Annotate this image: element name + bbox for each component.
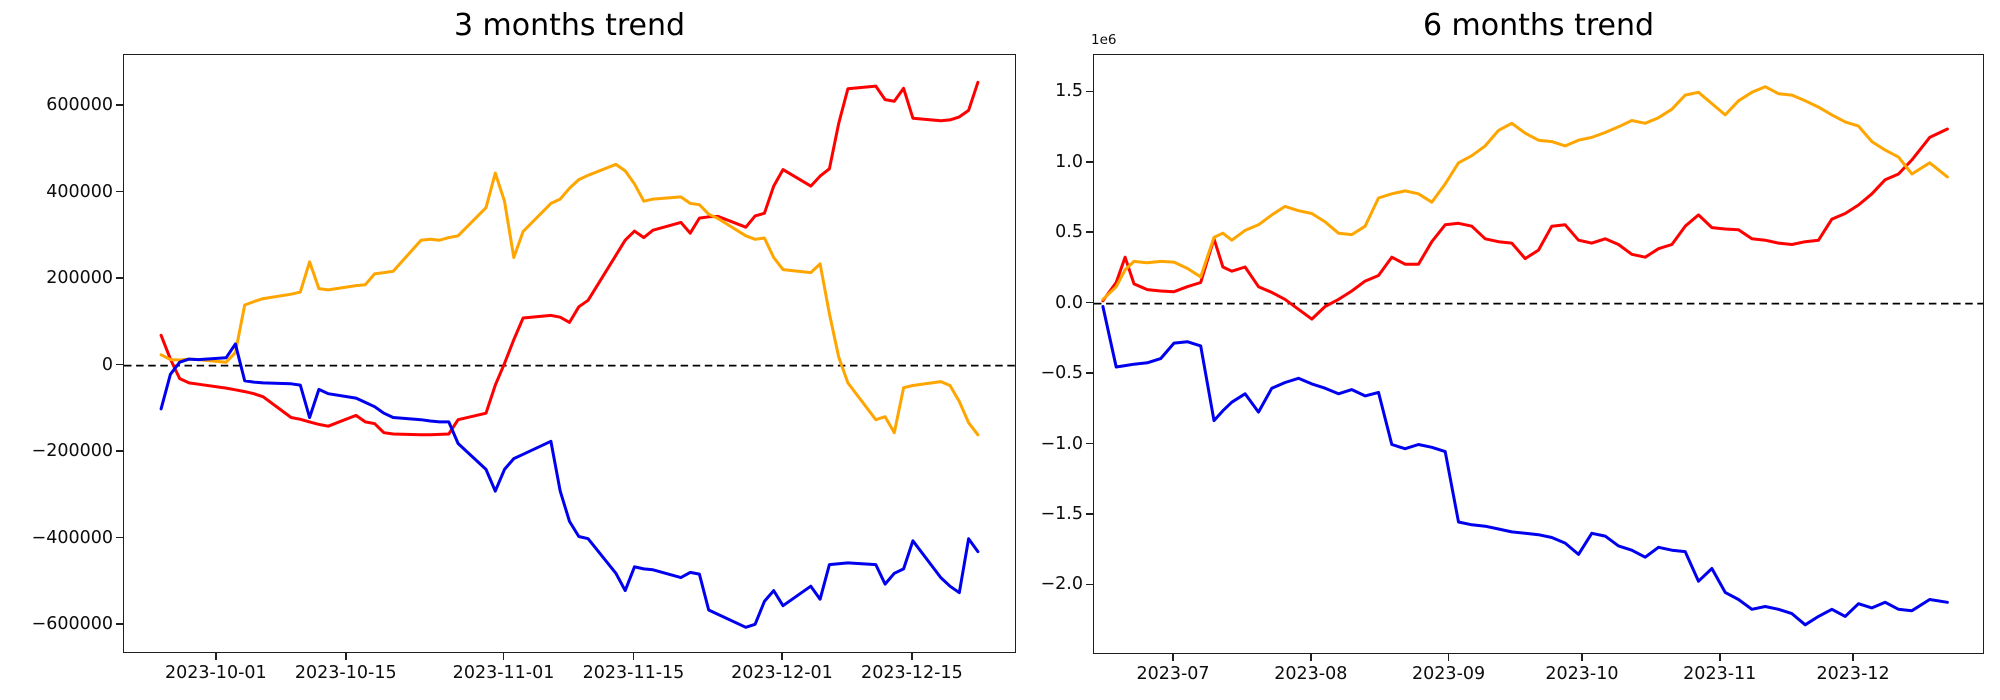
- y-tick-label: −200000: [31, 441, 113, 462]
- y-tick-mark: [116, 536, 123, 539]
- x-tick-mark: [502, 653, 505, 660]
- chart-3-months-trend: 3 months trend −600000 −400000 −200000 0 200…: [32, 8, 1016, 683]
- y-tick-label: 0.0: [1055, 292, 1083, 313]
- y-tick-label: 1.0: [1055, 151, 1083, 172]
- x-tick-label: 2023-11: [1683, 664, 1757, 684]
- y-tick-mark: [116, 363, 123, 366]
- y-tick-label: 0.5: [1055, 222, 1083, 243]
- y-tick-label: −0.5: [1040, 363, 1084, 384]
- x-tick-mark: [1172, 654, 1174, 661]
- x-tick-label: 2023-09: [1412, 664, 1486, 684]
- y-tick-mark: [1086, 301, 1093, 304]
- y-tick-label: 1.5: [1055, 81, 1083, 102]
- x-tick-label: 2023-10: [1545, 664, 1619, 684]
- x-tick-label: 2023-12-15: [861, 663, 963, 683]
- x-tick-mark: [911, 653, 913, 660]
- x-tick-mark: [632, 653, 635, 660]
- x-tick-label: 2023-10-01: [164, 663, 267, 683]
- x-tick-mark: [781, 653, 783, 660]
- plot-svg: [124, 80, 1015, 629]
- y-tick-label: −1.0: [1040, 433, 1084, 454]
- y-tick-mark: [116, 450, 123, 452]
- y-tick-mark: [1086, 583, 1093, 586]
- x-tick-mark: [1310, 654, 1312, 661]
- y-tick-label: −400000: [31, 527, 113, 548]
- x-tick-label: 2023-08: [1274, 664, 1348, 684]
- x-tick-label: 2023-07: [1136, 664, 1210, 684]
- x-tick-mark: [1447, 654, 1450, 661]
- x-tick-label: 2023-11-01: [452, 663, 555, 683]
- y-tick-label: −1.5: [1040, 503, 1084, 524]
- series-blue-line: [1101, 305, 1949, 627]
- y-tick-label: −600000: [31, 614, 113, 635]
- y-tick-mark: [1086, 160, 1093, 163]
- x-tick-label: 2023-12: [1816, 664, 1890, 684]
- y-tick-mark: [116, 190, 123, 193]
- x-tick-mark: [344, 653, 347, 660]
- chart-title: 3 months trend: [453, 8, 686, 43]
- y-tick-mark: [116, 277, 123, 279]
- y-tick-mark: [1086, 442, 1093, 445]
- series-red-line: [1101, 127, 1949, 321]
- plot-svg: [1094, 85, 1983, 627]
- y-tick-mark: [1086, 513, 1093, 515]
- y-tick-mark: [1086, 372, 1093, 374]
- series-red-line: [159, 80, 980, 437]
- y-tick-mark: [1086, 90, 1093, 93]
- y-tick-mark: [116, 623, 123, 625]
- series-orange-line: [1101, 85, 1949, 301]
- y-tick-label: 200000: [46, 268, 113, 289]
- y-tick-mark: [1086, 231, 1093, 233]
- y-tick-mark: [116, 104, 123, 106]
- x-tick-mark: [1852, 654, 1854, 661]
- x-tick-mark: [215, 653, 217, 660]
- x-tick-label: 2023-11-15: [582, 663, 685, 683]
- x-tick-label: 2023-10-15: [294, 663, 397, 683]
- x-tick-mark: [1581, 654, 1583, 661]
- chart-6-months-trend: 6 months trend 1e6 −2.0 −1.5 −1.0 −0.5 0.0 0.…: [1041, 8, 1984, 684]
- x-tick-label: 2023-12-01: [731, 663, 833, 683]
- series-blue-line: [159, 342, 980, 629]
- chart-title: 6 months trend: [1422, 8, 1655, 43]
- x-tick-mark: [1718, 654, 1721, 661]
- plot-area: [1093, 54, 1984, 654]
- y-tick-label: 400000: [46, 181, 113, 202]
- y-tick-label: 600000: [46, 95, 113, 116]
- series-orange-line: [159, 162, 980, 437]
- y-axis-offset-label: 1e6: [1091, 32, 1117, 48]
- y-tick-label: 0: [101, 354, 113, 375]
- y-tick-label: −2.0: [1040, 574, 1084, 595]
- plot-area: [123, 54, 1016, 653]
